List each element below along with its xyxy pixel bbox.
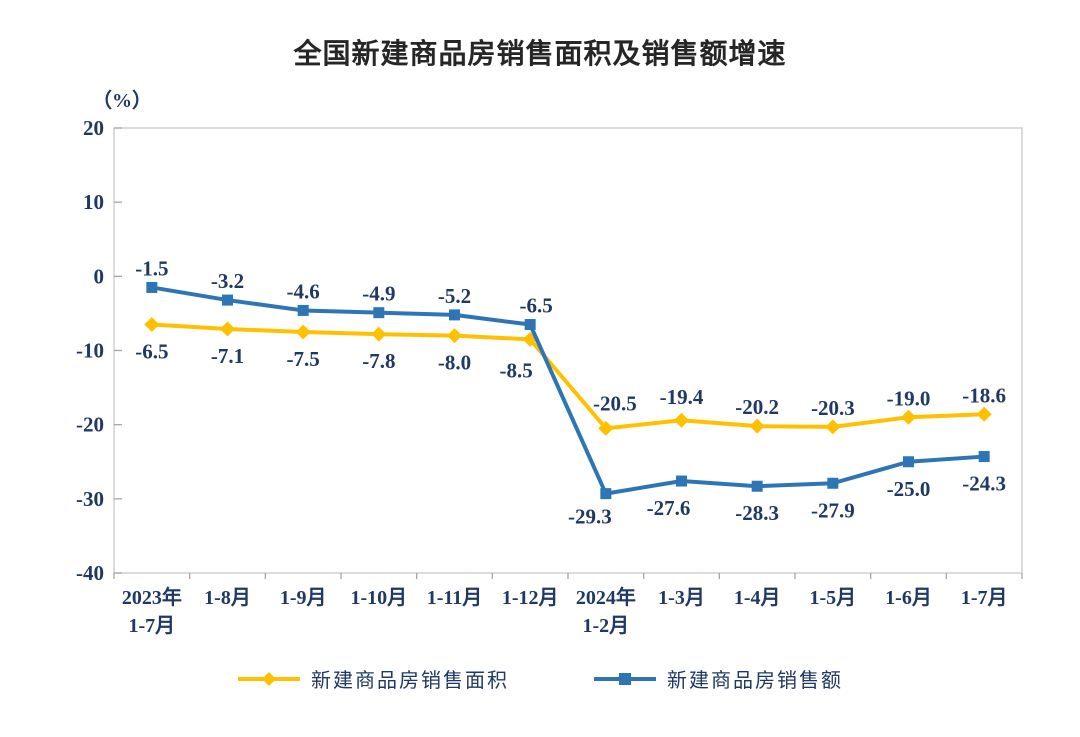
sales-area-point-marker [371,326,387,342]
y-axis-tick-label: -20 [76,413,104,437]
sales-amount-point-marker [827,477,839,489]
sales-area-point-marker [598,420,614,436]
sales-area-point-marker [901,409,916,425]
y-axis-tick-label: -30 [76,487,104,511]
sales-amount-line [149,285,987,496]
legend-item-sales-area: 新建商品房销售面积 [237,664,509,693]
data-label: -27.6 [647,496,691,520]
x-axis-category-label: 1-3月 [658,587,705,609]
sales-area-point-marker [976,406,992,422]
x-axis-category-label: 1-10月 [350,587,407,609]
sales-amount-point-marker [222,294,233,306]
data-label: -28.3 [735,501,779,525]
sales-area-point-marker [674,412,689,428]
chart-title: 全国新建商品房销售面积及销售额增速 [293,38,787,69]
x-axis-category-label: 1-9月 [280,587,327,609]
data-label: -1.5 [135,256,168,280]
y-axis-tick-label: 20 [83,116,104,140]
sales-amount-point-marker [373,307,385,319]
legend: 新建商品房销售面积 新建商品房销售额 [0,664,1080,693]
sales-area-point-marker [447,328,462,344]
data-label: -8.5 [500,358,533,382]
data-label: -4.9 [362,282,395,306]
sales-amount-point-marker [449,309,460,321]
x-axis-category-label: 1-6月 [885,587,932,609]
x-axis-category-label: 1-12月 [502,587,559,609]
sales-amount-point-marker [146,281,158,293]
sales-amount-point-marker [524,319,536,331]
sales-amount-point-marker [676,475,687,487]
x-axis-category-label: 1-4月 [734,587,781,609]
x-axis-category-label: 1-7月 [128,615,175,637]
sales-area-point-marker [144,317,160,333]
sales-amount-point-marker [600,488,612,500]
sales-amount-point-marker [297,304,309,316]
data-label: -24.3 [962,472,1006,496]
sales-area-line-icon [238,671,300,686]
sales-amount-line-icon [594,672,656,685]
data-label: -7.1 [211,344,244,368]
data-label: -3.2 [211,269,244,293]
chart-plot-area: 20 10 0 -10 -20 -30 -40 2023年 1-7月 1-8月 1-9月 1-10月 1… [76,116,1023,637]
sales-area-point-marker [220,321,235,337]
legend-label-sales-area: 新建商品房销售面积 [311,670,509,692]
data-label: -6.5 [520,294,553,318]
data-label: -18.6 [962,383,1006,407]
data-label: -4.6 [287,279,320,303]
data-label: -27.9 [811,498,855,522]
data-label: -19.0 [887,386,931,410]
data-label: -20.3 [811,396,855,420]
x-axis-category-label: 1-5月 [809,587,856,609]
x-axis-category-label: 1-11月 [427,587,483,609]
data-label: -7.5 [287,347,320,371]
x-axis-category-label: 2023年 [122,585,182,609]
sales-amount-point-marker [751,480,763,492]
data-label: -25.0 [887,477,931,501]
data-label: -8.0 [438,351,471,375]
legend-label-sales-amount: 新建商品房销售额 [667,670,843,692]
data-label: -19.4 [660,385,704,409]
y-axis-unit-label: （%） [92,90,152,112]
sales-area-line [149,322,987,431]
sales-area-point-marker [295,324,311,340]
y-axis-tick-label: 10 [83,190,104,214]
x-axis-category-label: 2024年 [576,585,636,609]
y-axis-tick-label: 0 [94,264,105,288]
y-axis-tick-label: -40 [76,561,104,585]
x-axis-category-label: 1-7月 [961,587,1008,609]
data-label: -7.8 [362,349,395,373]
sales-amount-point-marker [978,451,990,463]
y-axis-tick-label: -10 [76,339,104,363]
data-label: -29.3 [568,505,612,529]
data-label: -6.5 [135,340,168,364]
data-label: -20.5 [593,391,637,415]
sales-area-point-marker [749,418,765,434]
sales-amount-point-marker [903,456,914,468]
x-axis-category-label: 1-8月 [204,587,251,609]
sales-area-point-marker [825,419,841,435]
legend-item-sales-amount: 新建商品房销售额 [593,664,843,693]
data-label: -20.2 [735,395,779,419]
x-axis-category-label: 1-2月 [582,615,629,637]
data-label: -5.2 [438,284,471,308]
